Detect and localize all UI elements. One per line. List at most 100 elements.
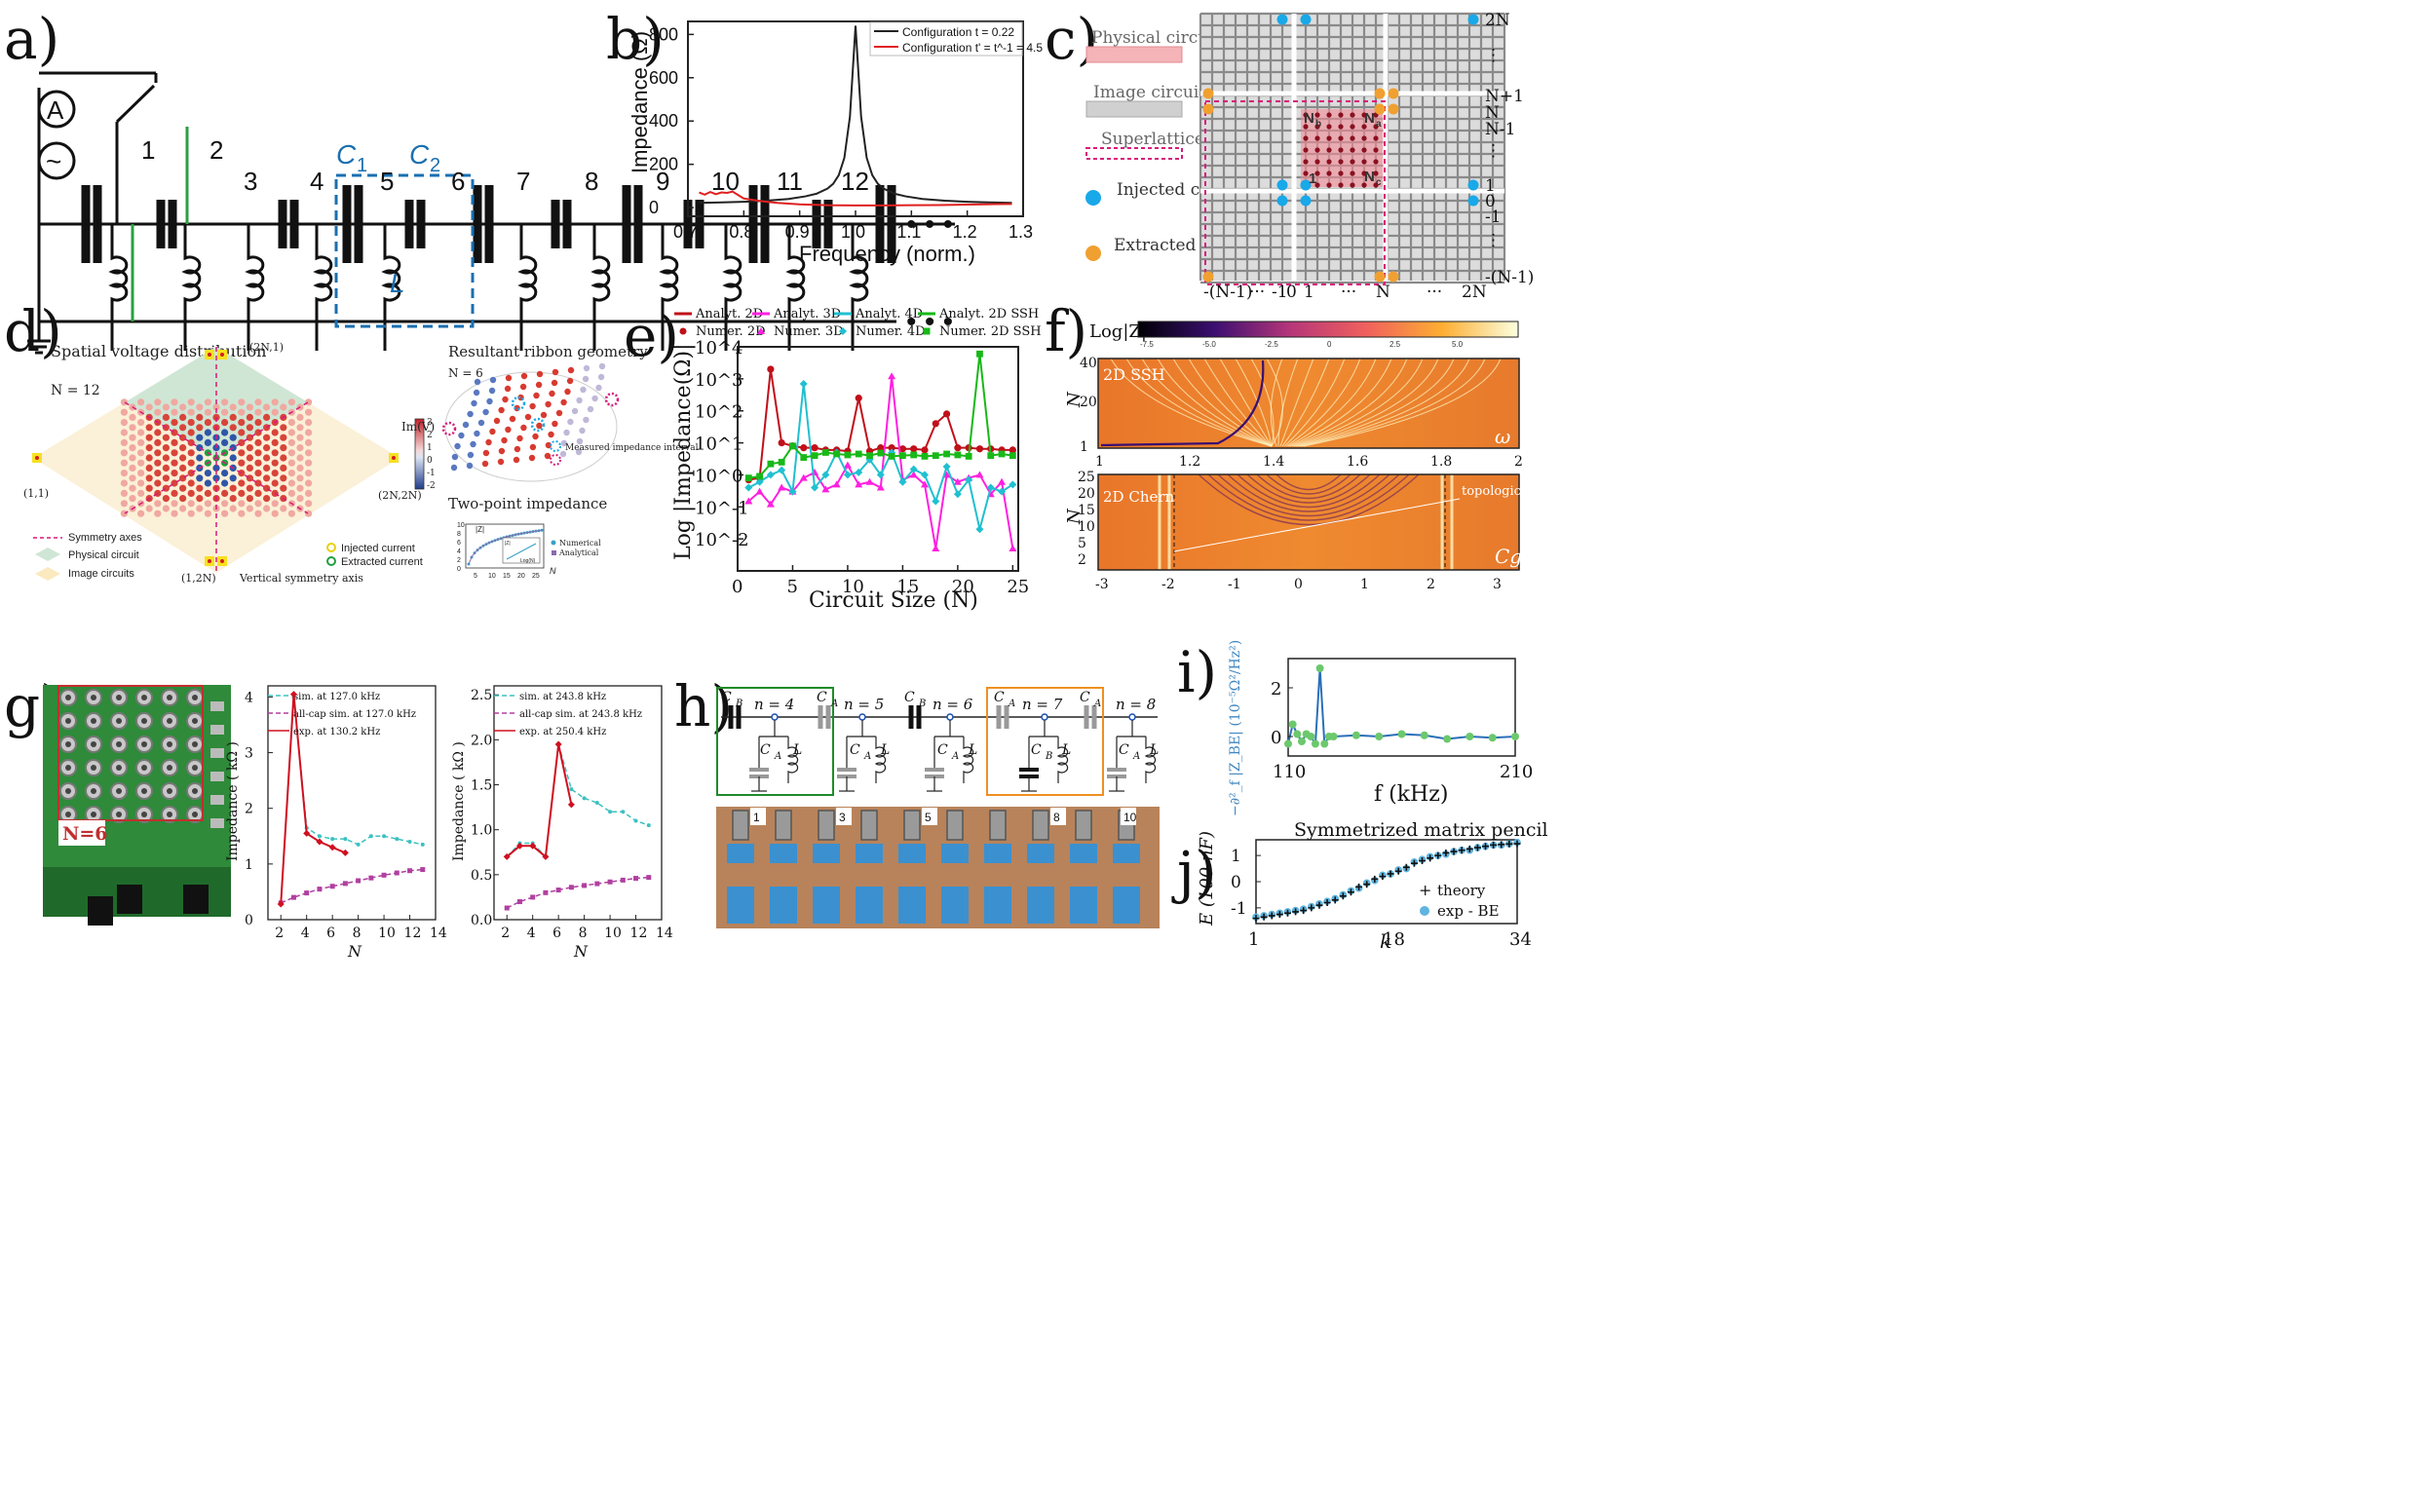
g-ytick-label: 0.5 <box>471 868 492 884</box>
g-xtick-label: 14 <box>656 926 673 941</box>
lattice-site <box>137 479 145 487</box>
lattice-site <box>280 505 287 512</box>
lattice-site <box>137 429 145 436</box>
ribbon-site <box>563 429 570 436</box>
e-xtick-label: 25 <box>1007 577 1029 597</box>
symmetry-axis-2 <box>124 401 309 514</box>
pcb-connector-hole <box>141 788 147 794</box>
f-bottom-xtick: -3 <box>1095 577 1109 592</box>
ribbon-site <box>485 438 492 446</box>
inset-mini-line <box>506 543 537 560</box>
lattice-site <box>171 398 178 406</box>
lattice-site <box>171 438 178 446</box>
g-point <box>356 878 362 884</box>
lattice-site <box>204 500 211 508</box>
ribbon-site <box>533 392 540 399</box>
g-point <box>420 867 426 873</box>
ribbon-site <box>551 379 558 387</box>
lattice-site <box>246 413 253 421</box>
lattice-node <box>1303 147 1309 153</box>
h-label: B <box>735 699 742 709</box>
lattice-site <box>212 464 220 472</box>
lattice-site <box>204 470 211 477</box>
lattice-node <box>1373 147 1379 153</box>
g-xtick-label: 10 <box>378 926 396 941</box>
legend-exp: exp - BE <box>1437 902 1500 920</box>
j-theory-point <box>1323 899 1331 906</box>
e-legend-label: Numer. 4D <box>856 324 926 339</box>
j-theory-point <box>1283 909 1291 917</box>
lattice-site <box>246 444 253 452</box>
lattice-node <box>1303 112 1309 118</box>
lattice-site <box>162 464 170 472</box>
panel-b-ylabel: Impedance (Ω) <box>628 31 652 173</box>
g-frame <box>267 685 437 921</box>
e-point <box>909 465 918 473</box>
j-xtick-label: 18 <box>1383 929 1405 950</box>
e-point <box>888 372 896 380</box>
g-legend-label: sim. at 243.8 kHz <box>519 692 606 702</box>
pcb-connector-hole <box>65 765 71 771</box>
measure-point-d <box>604 392 620 407</box>
i-xtick-label: 210 <box>1500 762 1533 782</box>
lattice-site <box>246 505 253 512</box>
lattice-site <box>196 403 204 411</box>
lattice-site <box>162 444 170 452</box>
measure-point-b <box>530 417 546 433</box>
ribbon-site <box>516 435 523 442</box>
inset-ylabel: |Z| <box>476 525 484 534</box>
ribbon-site <box>489 428 496 435</box>
h-label: n = 7 <box>1022 696 1063 713</box>
ribbon-site <box>548 431 554 438</box>
lattice-node <box>1361 170 1367 176</box>
f-top-xtick: 1.4 <box>1263 454 1284 470</box>
lattice-site <box>296 413 304 421</box>
lattice-site <box>129 413 136 421</box>
lattice-site <box>296 454 304 462</box>
g-series-2 <box>280 868 423 904</box>
lattice-site <box>238 500 246 508</box>
lattice-site <box>120 489 128 497</box>
lattice-site <box>137 459 145 467</box>
cap-c1: C <box>336 139 357 170</box>
e-point <box>866 452 873 460</box>
inductor-label: L <box>390 268 405 298</box>
j-theory-point <box>1363 881 1371 888</box>
ssh-band <box>1303 358 1502 447</box>
lattice-site <box>263 484 271 492</box>
ssh-band <box>1291 358 1408 447</box>
lattice-site <box>137 438 145 446</box>
j-theory-point <box>1458 847 1465 854</box>
h-photo-number: 1 <box>753 811 760 824</box>
ribbon-site <box>545 441 552 449</box>
lattice-site <box>246 484 253 492</box>
ac-source-label: ~ <box>46 146 61 176</box>
pcb-jack <box>183 885 209 914</box>
node-7: 7 <box>516 167 530 196</box>
h-photo-number: 10 <box>1123 811 1137 824</box>
e-point <box>811 483 819 492</box>
g-point <box>582 796 587 801</box>
lattice-node <box>1373 124 1379 130</box>
e-xtick-label: 20 <box>952 577 974 597</box>
ssh-band <box>1157 358 1273 447</box>
legend-exp-icon <box>1420 906 1429 916</box>
e-point <box>953 490 962 499</box>
pcb-connector-hole <box>141 765 147 771</box>
lattice-site <box>246 454 253 462</box>
ribbon-site <box>598 362 606 370</box>
i-peak-marker <box>1284 739 1292 748</box>
lattice-node <box>1373 135 1379 141</box>
e-point <box>987 452 995 460</box>
lattice-site <box>221 489 229 497</box>
lattice-site <box>187 500 195 508</box>
lattice-site <box>154 438 162 446</box>
g-point <box>567 801 575 809</box>
lattice-site <box>246 495 253 503</box>
node-12: 12 <box>841 167 869 196</box>
panel-f: f) Log|Z| -7.5 -5.0 <box>1045 298 1533 592</box>
g-series-1 <box>506 743 650 859</box>
lattice-site <box>154 408 162 416</box>
e-point <box>921 480 929 488</box>
ssh-band <box>1299 358 1470 447</box>
